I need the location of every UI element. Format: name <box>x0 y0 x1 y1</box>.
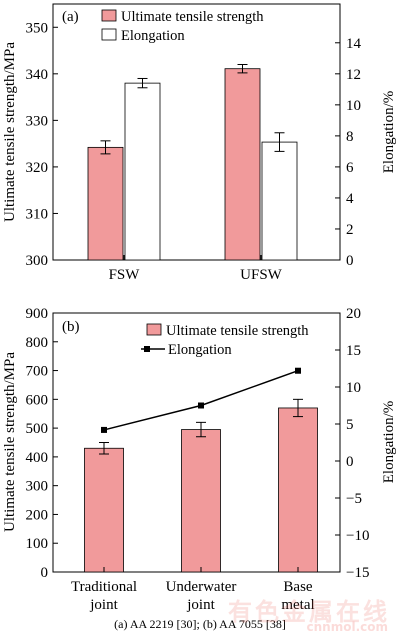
left-tick-label: 300 <box>26 253 49 269</box>
bar-elongation <box>124 82 161 261</box>
left-tick-label: 0 <box>41 565 49 581</box>
panel-b-label: (b) <box>62 319 80 335</box>
legend-swatch-strength <box>101 9 117 22</box>
elongation-marker <box>198 402 204 409</box>
right-tick-label: 15 <box>346 343 361 359</box>
x-tick-label-line: joint <box>89 597 118 613</box>
bar-strength <box>224 68 261 261</box>
x-tick-label-line: metal <box>281 597 314 613</box>
legend-b-label-elongation: Elongation <box>168 342 232 358</box>
panel-b-elongation-line <box>101 367 301 433</box>
x-tick-label: Traditional joint <box>71 579 137 613</box>
right-tick-label: 0 <box>346 454 354 470</box>
right-tick-label: 5 <box>346 417 354 433</box>
right-tick-label: 20 <box>346 306 361 322</box>
right-tick-label: 4 <box>346 191 354 207</box>
left-tick-label: 340 <box>26 67 49 83</box>
left-tick-label: 100 <box>26 536 49 552</box>
x-tick-label: Underwater joint <box>166 579 237 613</box>
x-tick-label-line: Underwater <box>166 579 237 595</box>
panel-b-x-axis: Traditional joint Underwater joint Base metal <box>71 567 315 613</box>
panel-a-ylabel: Ultimate tensile strength/MPa <box>2 42 18 222</box>
panel-a-frame <box>52 3 341 261</box>
panel-b-y2label: Elongation/% <box>381 401 397 484</box>
x-tick-label: FSW <box>109 267 141 283</box>
x-tick-label: Base metal <box>281 579 314 613</box>
x-tick-label-line: Traditional <box>71 579 137 595</box>
x-tick-label-line: Base <box>283 579 313 595</box>
left-tick-label: 350 <box>26 20 49 36</box>
left-tick-label: 900 <box>26 306 49 322</box>
panel-b-bars <box>84 398 318 573</box>
legend-label-elongation: Elongation <box>121 28 185 44</box>
legend-b-marker-elongation <box>144 346 150 352</box>
elongation-line <box>103 370 299 431</box>
watermark: 有色金属在线 <box>228 598 390 626</box>
left-tick-label: 700 <box>26 364 49 380</box>
right-tick-label: −10 <box>346 528 369 544</box>
panel-b-left-axis: 0 100 200 300 400 500 600 700 800 900 <box>26 306 58 581</box>
bar-strength <box>278 407 318 573</box>
panel-a-bars <box>87 64 298 261</box>
right-tick-label: 12 <box>346 67 361 83</box>
panel-a-y2label: Elongation/% <box>381 91 397 174</box>
panel-a-x-axis: FSW UFSW <box>109 255 283 283</box>
figure-caption: (a) AA 2219 [30]; (b) AA 7055 [38] <box>114 617 286 631</box>
right-tick-label: −15 <box>346 565 369 581</box>
panel-a-right-axis: 0 2 4 6 8 10 12 14 <box>335 36 362 269</box>
right-tick-label: 0 <box>346 253 354 269</box>
elongation-marker <box>295 367 301 374</box>
panel-a-left-axis: 300 310 320 330 340 350 <box>26 20 58 269</box>
left-tick-label: 400 <box>26 450 49 466</box>
right-tick-label: −5 <box>346 491 362 507</box>
panel-a-legend: Ultimate tensile strength Elongation <box>101 9 264 44</box>
right-tick-label: 14 <box>346 36 362 52</box>
panel-a-label: (a) <box>62 9 79 25</box>
legend-label-strength: Ultimate tensile strength <box>121 9 264 25</box>
bar-strength <box>84 447 124 573</box>
panel-b-ylabel: Ultimate tensile strength/MPa <box>2 352 18 532</box>
left-tick-label: 200 <box>26 507 49 523</box>
left-tick-label: 320 <box>26 160 49 176</box>
bar-elongation <box>261 141 298 261</box>
legend-b-label-strength: Ultimate tensile strength <box>166 323 309 339</box>
legend-b-swatch-strength <box>146 323 162 336</box>
left-tick-label: 300 <box>26 479 49 495</box>
right-tick-label: 2 <box>346 222 354 238</box>
right-tick-label: 10 <box>346 98 361 114</box>
left-tick-label: 800 <box>26 335 49 351</box>
left-tick-label: 500 <box>26 421 49 437</box>
panel-a: (a) 300 310 320 330 340 350 0 2 4 6 8 10 12 14 FSW UF… <box>2 3 397 283</box>
right-tick-label: 8 <box>346 129 354 145</box>
left-tick-label: 600 <box>26 392 49 408</box>
x-tick-label-line: joint <box>186 597 215 613</box>
bar-strength <box>181 429 221 573</box>
right-tick-label: 6 <box>346 160 354 176</box>
left-tick-label: 310 <box>26 206 49 222</box>
panel-b-legend: Ultimate tensile strength Elongation <box>141 323 309 358</box>
left-tick-label: 330 <box>26 113 49 129</box>
bar-strength <box>87 146 124 261</box>
right-tick-label: 10 <box>346 380 361 396</box>
panel-b-right-axis: −15 −10 −5 0 5 10 15 20 <box>335 306 369 581</box>
elongation-marker <box>101 426 107 433</box>
x-tick-label: UFSW <box>240 267 283 283</box>
watermark-url: cnnmol.com <box>306 620 388 634</box>
legend-swatch-elongation <box>101 28 117 41</box>
